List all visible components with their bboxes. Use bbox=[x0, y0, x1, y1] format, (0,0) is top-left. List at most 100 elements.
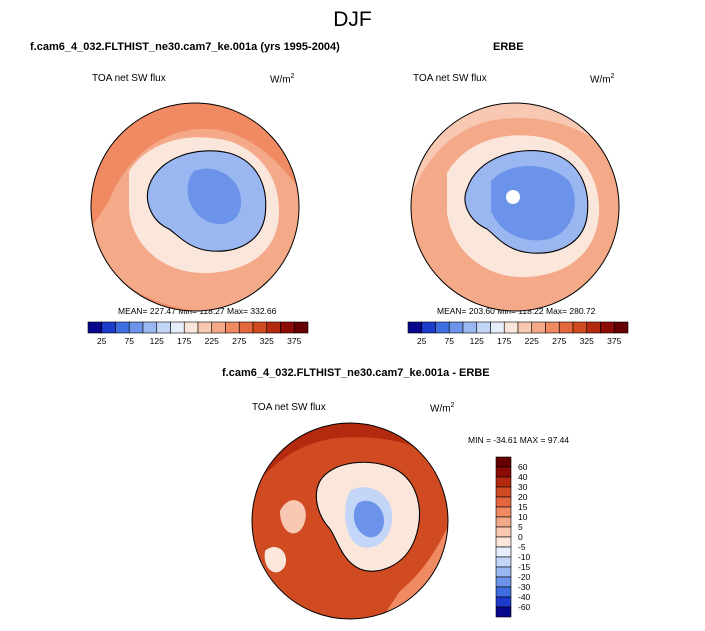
colorbar-swatch bbox=[128, 321, 144, 334]
panel-b-title: ERBE bbox=[493, 41, 524, 53]
colorbar-swatch bbox=[495, 536, 512, 548]
colorbar-tick-label: 15 bbox=[518, 502, 528, 512]
colorbar-swatch bbox=[211, 321, 226, 334]
map-a-region-north bbox=[91, 103, 299, 231]
colorbar-swatch bbox=[266, 321, 281, 334]
map-c-patch-2 bbox=[264, 546, 286, 573]
colorbar-swatch bbox=[170, 321, 185, 334]
colorbar-tick-label: 10 bbox=[518, 512, 528, 522]
map-c-region-north bbox=[252, 423, 448, 491]
colorbar-swatch bbox=[280, 321, 295, 334]
colorbar-swatch bbox=[435, 321, 450, 334]
colorbar-tick-label: 40 bbox=[518, 472, 528, 482]
colorbar-swatch bbox=[421, 321, 436, 334]
colorbar-tick-label: 125 bbox=[150, 336, 164, 346]
colorbar-tick-label: 175 bbox=[177, 336, 191, 346]
panel-a-colorbar: 25 75 125 175 225 275 325 375 bbox=[87, 321, 309, 346]
colorbar-tick-label: 5 bbox=[518, 522, 523, 532]
colorbar-tick-label: 325 bbox=[580, 336, 594, 346]
colorbar-swatch bbox=[558, 321, 574, 334]
colorbar-swatch bbox=[156, 321, 171, 334]
colorbar-swatch bbox=[407, 321, 423, 334]
colorbar-tick-label: 375 bbox=[287, 336, 301, 346]
panel-a-title: f.cam6_4_032.FLTHIST_ne30.cam7_ke.001a (… bbox=[30, 41, 340, 53]
colorbar-tick-label: 60 bbox=[518, 462, 528, 472]
map-c-coastline bbox=[315, 461, 420, 572]
colorbar-tick-label: -30 bbox=[518, 582, 531, 592]
colorbar-tick-label: 125 bbox=[470, 336, 484, 346]
colorbar-swatch bbox=[495, 476, 512, 488]
colorbar-swatch bbox=[495, 506, 512, 518]
colorbar-swatch bbox=[495, 456, 512, 468]
colorbar-tick-label: -20 bbox=[518, 572, 531, 582]
colorbar-swatch bbox=[495, 516, 512, 528]
colorbar-swatch bbox=[101, 321, 116, 334]
colorbar-tick-label: 375 bbox=[607, 336, 621, 346]
colorbar-swatch bbox=[531, 321, 546, 334]
colorbar-tick-label: 75 bbox=[445, 336, 455, 346]
colorbar-swatch bbox=[495, 486, 512, 498]
panel-c-variable-label: TOA net SW flux bbox=[252, 402, 326, 413]
map-b-region-north bbox=[411, 103, 619, 201]
map-a-coastline bbox=[146, 150, 267, 252]
colorbar-swatch bbox=[495, 546, 512, 558]
colorbar-swatch bbox=[462, 321, 478, 334]
colorbar-swatch bbox=[87, 321, 103, 334]
colorbar-swatch bbox=[495, 606, 512, 618]
map-b-pole-gap bbox=[506, 190, 520, 204]
colorbar-swatch bbox=[238, 321, 254, 334]
figure-title: DJF bbox=[333, 8, 372, 31]
panel-b-colorbar: 25 75 125 175 225 275 325 375 bbox=[407, 321, 629, 346]
panel-a-units-label: W/m2 bbox=[270, 73, 295, 86]
map-b-coastline bbox=[464, 150, 589, 254]
colorbar-tick-label: 275 bbox=[552, 336, 566, 346]
colorbar-swatch bbox=[142, 321, 158, 334]
colorbar-swatch bbox=[252, 321, 268, 334]
panel-c-title: f.cam6_4_032.FLTHIST_ne30.cam7_ke.001a -… bbox=[222, 367, 490, 379]
colorbar-swatch bbox=[495, 576, 512, 588]
panel-b-units-label: W/m2 bbox=[590, 73, 615, 86]
colorbar-swatch bbox=[225, 321, 240, 334]
colorbar-swatch bbox=[495, 496, 512, 508]
colorbar-swatch bbox=[495, 466, 512, 478]
map-a-border bbox=[90, 102, 300, 312]
map-c-patch-1 bbox=[280, 500, 306, 534]
panel-b-map bbox=[410, 102, 620, 312]
panel-c-stats: MIN = -34.61 MAX = 97.44 bbox=[468, 435, 570, 445]
colorbar-swatch bbox=[197, 321, 213, 334]
map-c-interior-2 bbox=[353, 500, 384, 538]
panel-c-map bbox=[251, 422, 449, 620]
colorbar-swatch bbox=[495, 556, 512, 568]
colorbar-swatch bbox=[613, 321, 629, 334]
colorbar-swatch bbox=[503, 321, 519, 334]
colorbar-tick-label: -10 bbox=[518, 552, 531, 562]
colorbar-tick-label: 75 bbox=[125, 336, 135, 346]
colorbar-swatch bbox=[495, 596, 512, 608]
panel-a-map bbox=[90, 102, 300, 312]
map-b-border bbox=[410, 102, 620, 312]
colorbar-swatch bbox=[448, 321, 464, 334]
colorbar-tick-label: 25 bbox=[417, 336, 427, 346]
colorbar-swatch bbox=[600, 321, 615, 334]
colorbar-swatch bbox=[495, 586, 512, 598]
colorbar-swatch bbox=[293, 321, 309, 334]
colorbar-swatch bbox=[545, 321, 560, 334]
colorbar-swatch bbox=[183, 321, 199, 334]
colorbar-swatch bbox=[115, 321, 130, 334]
colorbar-swatch bbox=[572, 321, 588, 334]
panel-b-variable-label: TOA net SW flux bbox=[413, 73, 487, 84]
colorbar-tick-label: 0 bbox=[518, 532, 523, 542]
panel-c-units-label: W/m2 bbox=[430, 402, 455, 415]
colorbar-tick-label: 225 bbox=[525, 336, 539, 346]
colorbar-tick-label: 30 bbox=[518, 482, 528, 492]
colorbar-tick-label: 20 bbox=[518, 492, 528, 502]
colorbar-tick-label: -5 bbox=[518, 542, 526, 552]
colorbar-tick-label: 325 bbox=[260, 336, 274, 346]
map-b-interior-low bbox=[491, 166, 575, 241]
colorbar-swatch bbox=[476, 321, 491, 334]
colorbar-tick-label: -60 bbox=[518, 602, 531, 612]
colorbar-tick-label: 275 bbox=[232, 336, 246, 346]
colorbar-tick-label: 175 bbox=[497, 336, 511, 346]
colorbar-swatch bbox=[586, 321, 601, 334]
